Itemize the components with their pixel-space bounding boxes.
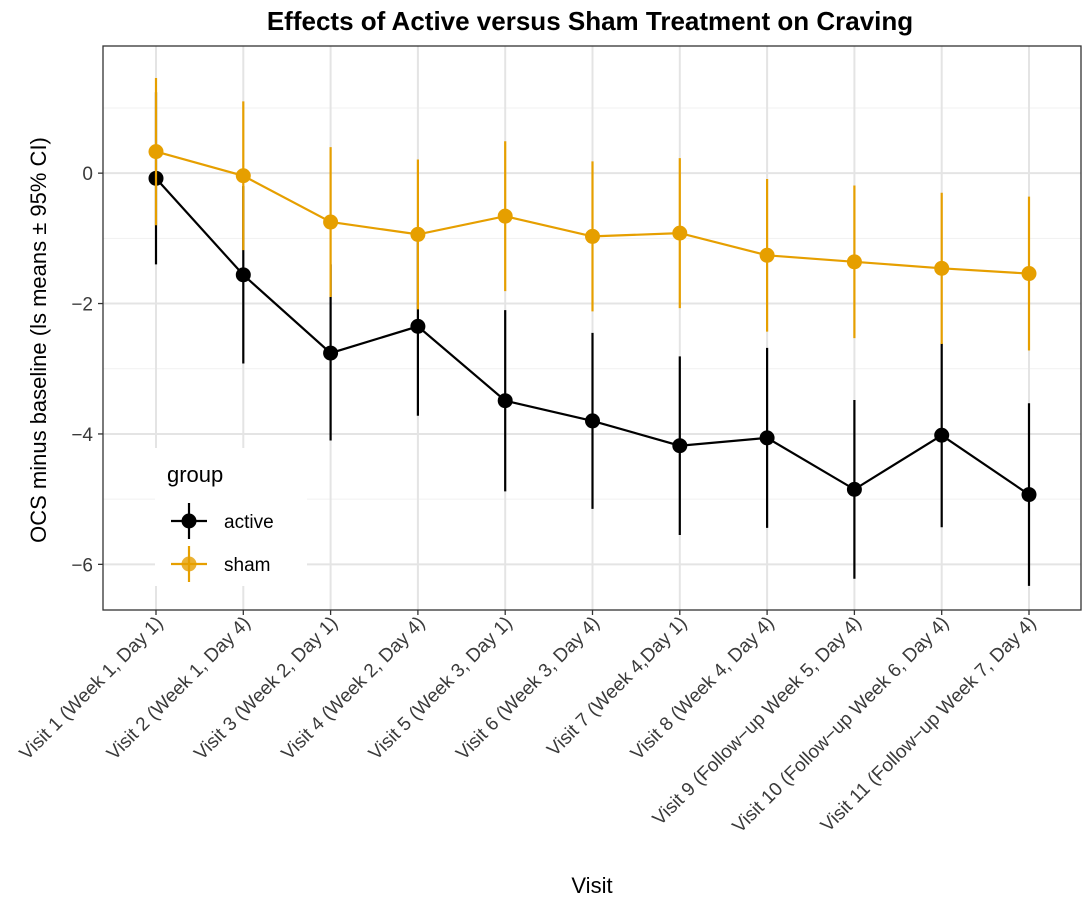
point-active — [1021, 487, 1037, 503]
y-tick-label: 0 — [82, 164, 93, 185]
x-tick-label: Visit 5 (Week 3, Day 1) — [365, 613, 517, 765]
point-sham — [1021, 266, 1037, 282]
x-axis-title: Visit — [571, 873, 612, 898]
point-sham — [672, 225, 688, 241]
point-sham — [410, 226, 426, 242]
legend-key-point — [181, 556, 197, 572]
chart-title: Effects of Active versus Sham Treatment … — [267, 6, 913, 36]
y-tick-label: −4 — [71, 425, 93, 446]
y-tick-label: −2 — [71, 295, 93, 316]
y-tick-label: −6 — [71, 555, 93, 576]
point-sham — [934, 260, 950, 276]
legend-item-active: active — [171, 503, 274, 539]
point-active — [585, 413, 600, 429]
point-active — [497, 393, 513, 409]
x-tick-label: Visit 4 (Week 2, Day 4) — [278, 613, 430, 765]
point-active — [672, 438, 688, 454]
point-sham — [148, 144, 164, 160]
point-sham — [497, 208, 513, 224]
x-tick-label: Visit 1 (Week 1, Day 1) — [16, 613, 168, 765]
legend-title: group — [167, 462, 223, 487]
legend-label: sham — [224, 555, 270, 576]
y-axis-ticks: 0 −2 −4 −6 — [71, 164, 103, 576]
x-tick-label: Visit 8 (Week 4, Day 4) — [627, 613, 779, 765]
plot-data — [148, 77, 1037, 586]
x-tick-label: Visit 2 (Week 1, Day 4) — [103, 613, 255, 765]
point-active — [846, 481, 862, 497]
point-active — [323, 345, 339, 361]
point-sham — [585, 228, 600, 244]
point-active — [410, 318, 426, 334]
point-active — [759, 430, 775, 446]
y-axis-title: OCS minus baseline (ls means ± 95% CI) — [26, 137, 51, 543]
x-tick-label: Visit 7 (Week 4,Day 1) — [543, 613, 691, 761]
point-sham — [846, 254, 862, 270]
legend-label: active — [224, 512, 274, 533]
x-tick-label: Visit 3 (Week 2, Day 1) — [190, 613, 342, 765]
point-active — [934, 427, 950, 443]
point-sham — [235, 168, 251, 184]
point-sham — [759, 247, 775, 263]
x-axis-ticks: Visit 1 (Week 1, Day 1)Visit 2 (Week 1, … — [16, 610, 1041, 837]
legend-key-point — [181, 513, 197, 529]
legend-item-sham: sham — [171, 546, 270, 582]
point-active — [235, 267, 251, 283]
x-tick-label: Visit 6 (Week 3, Day 4) — [452, 613, 604, 765]
legend: group active sham — [155, 448, 307, 586]
point-sham — [323, 214, 339, 230]
series-sham — [148, 77, 1037, 351]
